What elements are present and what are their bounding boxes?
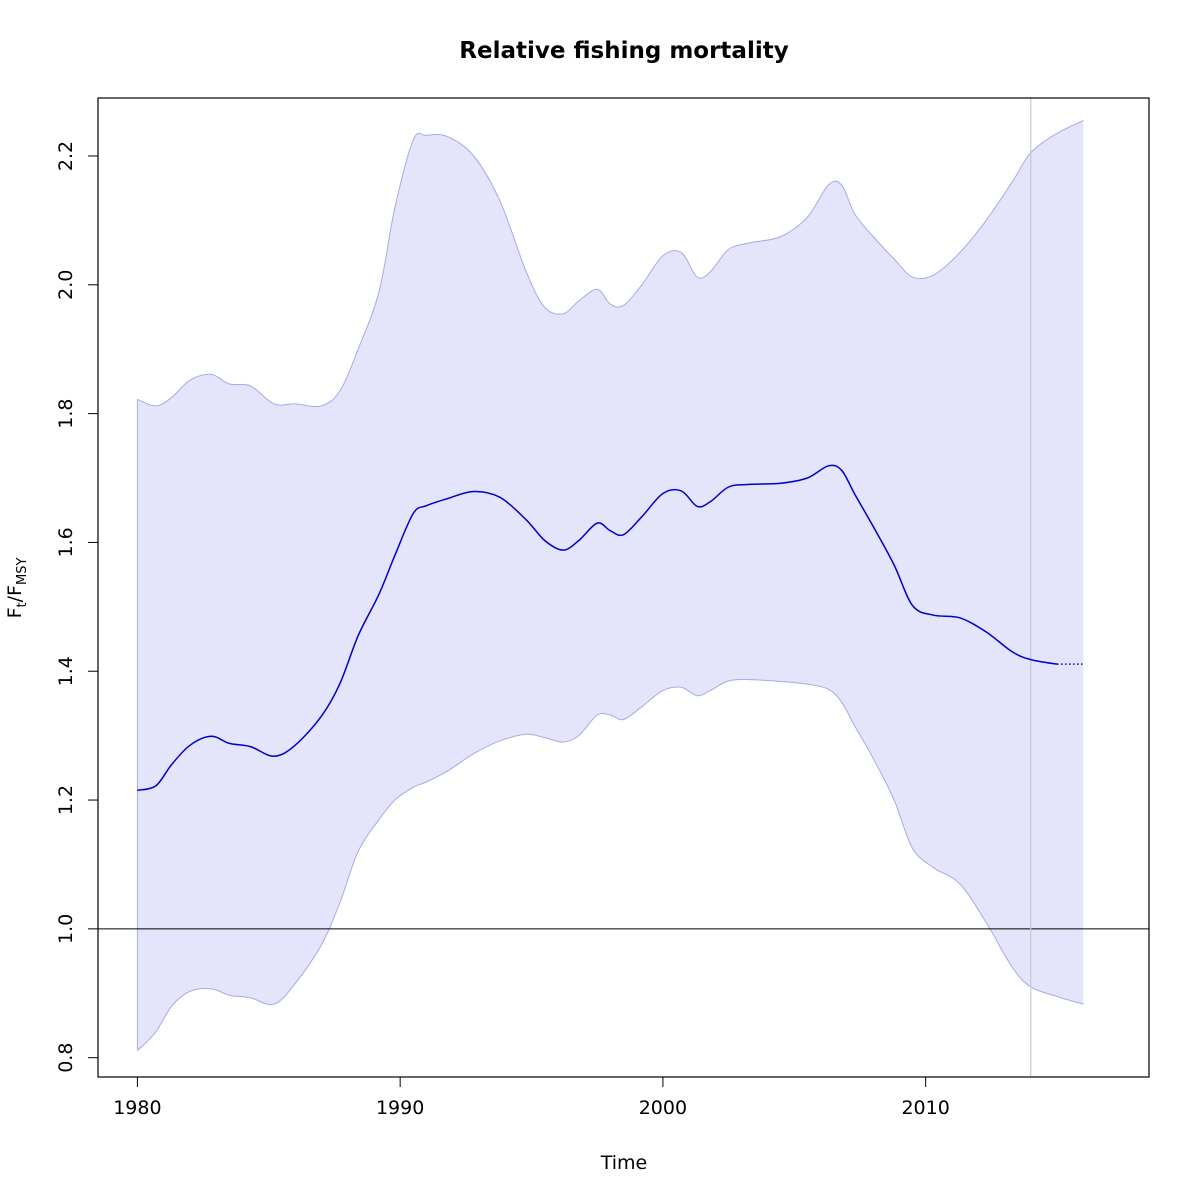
x-tick-label: 2000 bbox=[639, 1097, 687, 1119]
estimate-line bbox=[137, 464, 1058, 792]
lower-ci-line bbox=[137, 678, 1084, 1051]
y-tick-label: 0.8 bbox=[55, 1043, 77, 1073]
upper-ci-line bbox=[137, 120, 1084, 408]
x-tick-label: 1990 bbox=[376, 1097, 424, 1119]
x-tick-label: 1980 bbox=[113, 1097, 161, 1119]
y-tick-label: 2.0 bbox=[55, 270, 77, 300]
y-tick-label: 1.2 bbox=[55, 785, 77, 815]
y-axis-label: Ft/FMSY bbox=[4, 558, 30, 619]
x-axis: 1980 1990 2000 2010 bbox=[113, 1076, 950, 1119]
y-axis-label-sub-msy: MSY bbox=[15, 558, 30, 585]
y-tick-label: 1.6 bbox=[55, 527, 77, 557]
y-axis-label-sub-t: t bbox=[15, 602, 30, 607]
plot-area bbox=[98, 98, 1149, 1077]
x-tick-label: 2010 bbox=[901, 1097, 949, 1119]
chart-title: Relative fishing mortality bbox=[459, 38, 788, 64]
confidence-band bbox=[137, 120, 1084, 1051]
x-axis-label: Time bbox=[600, 1152, 648, 1174]
y-axis: 0.8 1.0 1.2 1.4 1.6 1.8 2.0 2.2 bbox=[55, 141, 99, 1073]
y-axis-label-separator: /F bbox=[4, 585, 26, 602]
y-tick-label: 2.2 bbox=[55, 141, 77, 171]
y-axis-label-main: F bbox=[4, 607, 26, 618]
y-tick-label: 1.8 bbox=[55, 398, 77, 428]
y-tick-label: 1.0 bbox=[55, 914, 77, 944]
y-tick-label: 1.4 bbox=[55, 656, 77, 686]
